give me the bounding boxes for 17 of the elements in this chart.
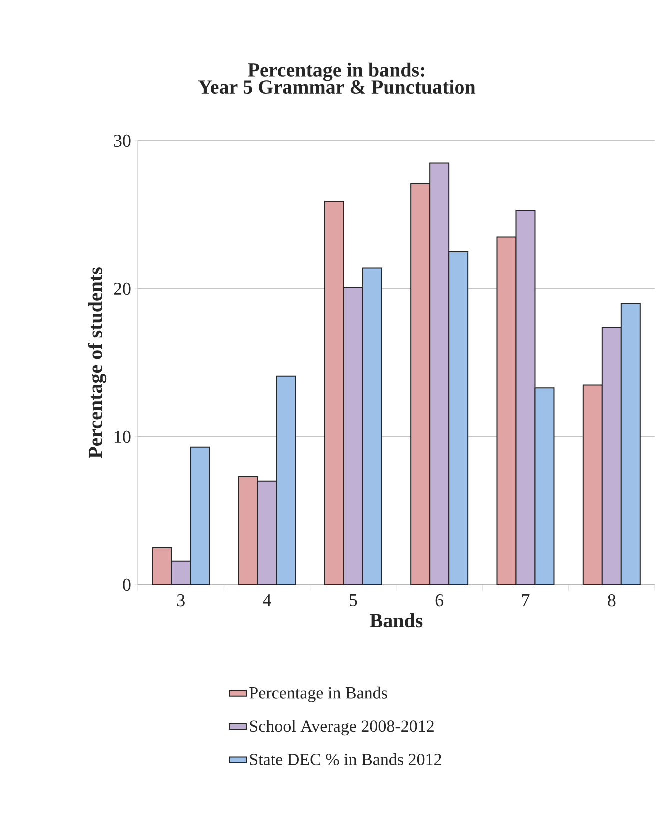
y-tick-label: 10	[115, 430, 131, 444]
x-tick-label: 3	[177, 594, 185, 607]
x-tick-label: 4	[263, 594, 272, 606]
x-tick-label: 7	[522, 594, 530, 606]
y-axis-title: Percentage of students	[88, 268, 107, 459]
y-tick-label: 30	[114, 134, 131, 148]
legend-label: School Average 2008-2012	[250, 720, 434, 736]
x-tick-label: 5	[350, 594, 358, 606]
x-axis-title: Bands	[370, 614, 423, 628]
y-tick-label: 20	[114, 282, 131, 296]
chart-subtitle: Year 5 Grammar & Punctuation	[198, 80, 476, 94]
legend-label: State DEC % in Bands 2012	[250, 753, 442, 766]
legend-label: Percentage in Bands	[250, 686, 388, 702]
x-tick-label: 8	[608, 594, 616, 607]
y-tick-label: 0	[123, 578, 131, 592]
x-tick-label: 6	[436, 594, 444, 607]
chart-title: Percentage in bands:	[248, 62, 424, 82]
